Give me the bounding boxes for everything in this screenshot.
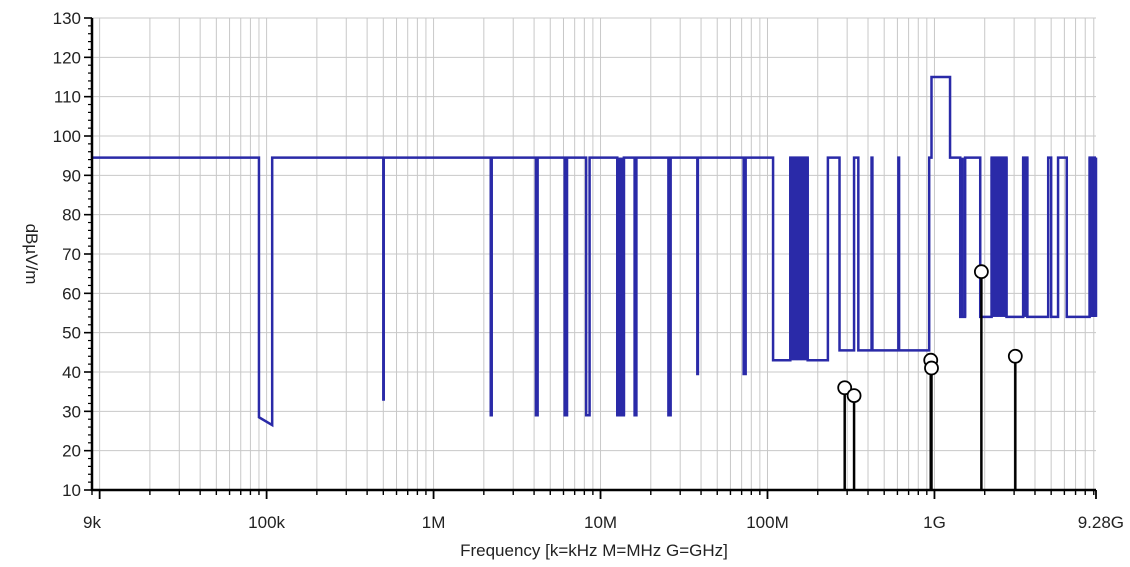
- y-tick-label: 20: [62, 442, 81, 461]
- measurement-markers: [837, 264, 1023, 490]
- x-tick-labels: 9k 100k 1M 10M 100M 1G 9.28G: [83, 513, 1124, 532]
- y-tick-label: 50: [62, 324, 81, 343]
- x-tick-label: 100M: [746, 513, 789, 532]
- y-tick-label: 70: [62, 245, 81, 264]
- measurement-point: [973, 264, 989, 280]
- y-axis-title: dBµV/m: [22, 224, 41, 285]
- x-tick-label: 1G: [923, 513, 946, 532]
- x-tick-label: 1M: [422, 513, 446, 532]
- measurement-point: [924, 360, 939, 376]
- x-axis-title: Frequency [k=kHz M=MHz G=GHz]: [460, 541, 728, 560]
- y-tick-label: 80: [62, 206, 81, 225]
- x-tick-label: 9k: [83, 513, 101, 532]
- y-tick-label: 110: [54, 88, 81, 107]
- y-tick-label: 100: [53, 127, 81, 146]
- y-tick-label: 10: [62, 481, 81, 500]
- y-tick-labels: 10 20 30 40 50 60 70 80 90 100 110 120 130: [53, 9, 81, 500]
- limit-line-path: [92, 75, 1096, 428]
- y-tick-label: 30: [62, 402, 81, 421]
- measurement-point: [1007, 348, 1023, 364]
- y-tick-label: 90: [62, 166, 81, 185]
- x-tick-label: 100k: [248, 513, 285, 532]
- y-tick-label: 60: [62, 284, 81, 303]
- measurement-point: [846, 388, 862, 404]
- y-tick-label: 40: [62, 363, 81, 382]
- measurement-point: [837, 380, 853, 396]
- axes: [84, 17, 1097, 499]
- x-tick-label: 9.28G: [1078, 513, 1124, 532]
- y-tick-label: 130: [53, 9, 81, 28]
- y-tick-label: 120: [53, 48, 81, 67]
- x-tick-label: 10M: [584, 513, 617, 532]
- limit-line-series: [92, 75, 1098, 428]
